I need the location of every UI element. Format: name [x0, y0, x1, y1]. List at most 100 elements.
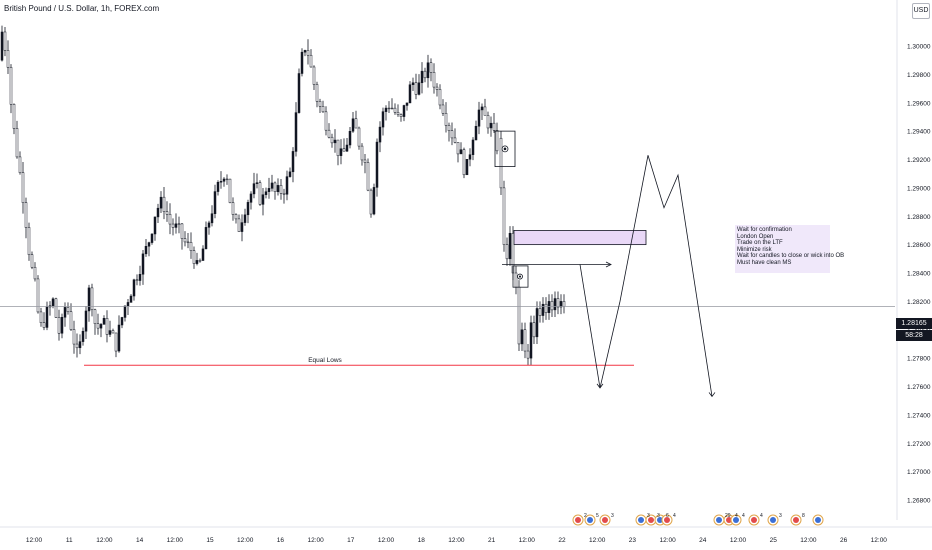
event-flag-icon-fill: [716, 517, 722, 523]
candle-body: [144, 246, 148, 255]
candle-body: [90, 287, 94, 311]
candle-body: [444, 113, 448, 126]
candle-body: [72, 329, 76, 345]
candle-body: [30, 254, 34, 268]
economic-events-row: 2 5 3 3 3 6 4 29 4 4 4 3 8: [572, 513, 824, 526]
candle-body: [502, 187, 506, 245]
symbol-title[interactable]: British Pound / U.S. Dollar, 1h, FOREX.c…: [4, 4, 160, 13]
candle-body: [42, 322, 46, 328]
candle-body: [447, 125, 451, 131]
price-tick-label: 1.27400: [907, 412, 931, 419]
candle-body: [66, 307, 70, 312]
time-tick-label: 12:00: [730, 537, 747, 544]
candle-body: [228, 178, 232, 203]
note-line: Wait for candles to close or wick into O…: [737, 253, 845, 260]
event-flag-icon-fill: [575, 517, 581, 523]
candle-body: [0, 31, 4, 61]
price-tick-label: 1.29000: [907, 185, 931, 192]
candle-body: [219, 181, 223, 183]
candle-body: [69, 311, 73, 330]
candle-body: [21, 172, 25, 203]
candle-body: [36, 278, 40, 313]
time-tick-label: 12:00: [800, 537, 817, 544]
candle-body: [312, 66, 316, 85]
candle-body: [39, 311, 43, 323]
price-tick-label: 1.27600: [907, 384, 931, 391]
time-tick-label: 11: [66, 537, 73, 544]
candle-body: [102, 318, 106, 325]
event-count-label: 3: [611, 513, 614, 519]
candle-body: [411, 82, 415, 85]
candle-body: [105, 318, 109, 335]
event-flag-icon-fill: [602, 517, 608, 523]
candle-body: [453, 137, 457, 143]
candle-body: [3, 31, 7, 51]
candle-body: [348, 131, 352, 146]
candle-body: [54, 298, 58, 318]
candle-body: [147, 242, 151, 247]
candle-body: [495, 129, 499, 152]
candle-body: [441, 104, 445, 114]
trade-plan-note[interactable]: Wait for confirmation London Open Trade …: [735, 225, 845, 273]
time-tick-label: 25: [770, 537, 778, 544]
candle-body: [423, 70, 427, 79]
supply-zone-box: [494, 130, 516, 167]
candle-body: [93, 309, 97, 324]
candle-body: [381, 111, 385, 128]
candle-body: [111, 330, 115, 334]
time-tick-label: 12:00: [871, 537, 888, 544]
candle-body: [483, 106, 487, 116]
candle-body: [255, 182, 259, 184]
candle-body: [189, 242, 193, 251]
event-count-label: 5: [596, 513, 599, 519]
time-tick-label: 16: [277, 537, 285, 544]
candle-body: [474, 125, 478, 141]
candle-body: [129, 295, 133, 303]
event-count-label: 29: [725, 513, 731, 519]
price-tick-label: 1.28200: [907, 299, 931, 306]
time-tick-label: 12:00: [96, 537, 113, 544]
candle-body: [553, 298, 557, 311]
candle-body: [159, 196, 163, 209]
price-tick-label: 1.29800: [907, 72, 931, 79]
candle-body: [559, 301, 563, 308]
candle-body: [544, 303, 548, 313]
candle-body: [429, 62, 433, 73]
candle-body: [520, 329, 524, 345]
candle-body: [165, 211, 169, 215]
price-tick-label: 1.28400: [907, 271, 931, 278]
event-flag-icon-fill: [770, 517, 776, 523]
candle-body: [318, 101, 322, 107]
candle-body: [535, 308, 539, 338]
candle-body: [216, 182, 220, 192]
candle-body: [81, 330, 85, 342]
candle-body: [180, 223, 184, 239]
candle-body: [150, 233, 154, 243]
candle-body: [183, 238, 187, 243]
currency-badge[interactable]: USD: [912, 3, 930, 19]
eye-icon-pupil: [503, 147, 507, 151]
candle-body: [168, 213, 172, 225]
order-block-zone: [513, 230, 647, 246]
candle-body: [517, 286, 521, 345]
candle-body: [306, 50, 310, 56]
candle-body: [231, 202, 235, 215]
candle-body: [375, 141, 379, 188]
event-flag-icon-fill: [657, 517, 663, 523]
event-flag-icon-fill: [587, 517, 593, 523]
candle-body: [279, 185, 283, 194]
candle-body: [327, 129, 331, 138]
price-axis[interactable]: 1.30000 1.29800 1.29600 1.29400 1.29200 1.290…: [896, 0, 931, 520]
note-line: Wait for confirmation: [737, 227, 792, 233]
price-tick-label: 1.27200: [907, 441, 931, 448]
event-flag-icon-fill: [733, 517, 739, 523]
candle-body: [126, 302, 130, 307]
candle-body: [12, 104, 16, 129]
candle-body: [369, 189, 373, 215]
candle-body: [249, 193, 253, 203]
time-axis[interactable]: 12:00 11 12:00 14 12:00 15 12:00 16 12:00 17 12:00…: [0, 526, 932, 544]
candle-body: [462, 149, 466, 176]
candle-body: [360, 145, 364, 161]
candle-body: [84, 310, 88, 332]
